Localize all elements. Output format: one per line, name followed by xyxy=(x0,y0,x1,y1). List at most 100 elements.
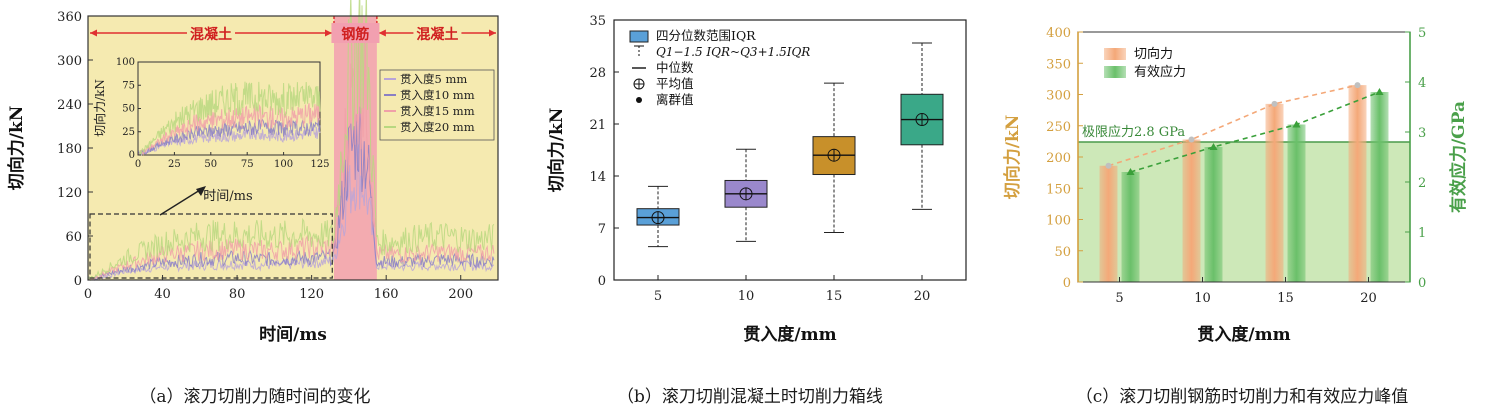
stress-point-3 xyxy=(1375,88,1384,95)
xtick-label-0: 5 xyxy=(654,289,662,304)
ytick-left-label-6: 300 xyxy=(1046,89,1071,104)
inset-ytick-label-1: 25 xyxy=(122,127,135,138)
legend-mean-label: 平均值 xyxy=(656,76,694,91)
ytick-label-0: 0 xyxy=(598,274,606,289)
stress-point-0 xyxy=(1126,168,1135,175)
plot-frame xyxy=(613,19,967,281)
ytick-label-0: 0 xyxy=(74,274,82,289)
region-label-2: 混凝土 xyxy=(416,26,458,43)
zoom-box xyxy=(89,213,333,279)
threshold-label: 极限应力2.8 GPa xyxy=(1082,124,1185,140)
ytick-right-label-3: 3 xyxy=(1418,126,1426,141)
legend-stress-label: 有效应力 xyxy=(1134,64,1186,80)
ytick-left-label-3: 150 xyxy=(1046,182,1071,197)
ytick-label-4: 28 xyxy=(589,66,606,81)
inset-ytick-label-4: 100 xyxy=(116,57,135,68)
stress-point-2 xyxy=(1292,120,1301,128)
ytick-label-1: 60 xyxy=(65,230,82,245)
inset-ytick-label-0: 0 xyxy=(129,150,135,161)
bar-stress-1 xyxy=(1204,147,1223,282)
series-line-3 xyxy=(87,0,495,282)
force-point-2 xyxy=(1271,100,1278,107)
series-line-2 xyxy=(87,26,495,281)
chart-b: 5 10 15 20 0 7 14 21 28 35 四分位数范围IQR Q1−1.5 IQR~Q3+… xyxy=(546,14,967,345)
inset-ylabel: 切向力/kN xyxy=(92,79,107,137)
inset-annotation: 时间/ms xyxy=(203,189,252,204)
ytick-left-label-8: 400 xyxy=(1046,26,1071,41)
xtick-label-5: 200 xyxy=(448,287,473,302)
force-point-1 xyxy=(1188,136,1195,143)
legend-label-0: 贯入度5 mm xyxy=(400,72,467,86)
force-point-0 xyxy=(1105,162,1112,169)
series-line-1 xyxy=(87,106,495,281)
inset-ytick-label-3: 75 xyxy=(122,80,135,91)
inset-xtick-label-1: 25 xyxy=(168,159,181,170)
y-axis-label-right: 有效应力/GPa xyxy=(1448,101,1469,213)
inset-xtick-label-5: 125 xyxy=(310,159,329,170)
legend-label-1: 贯入度10 mm xyxy=(400,88,475,102)
ytick-label-2: 14 xyxy=(589,170,606,185)
ytick-left-label-4: 200 xyxy=(1046,151,1071,166)
bar-stress-2 xyxy=(1287,124,1306,282)
xtick-label-4: 160 xyxy=(374,287,399,302)
ytick-right-label-5: 5 xyxy=(1418,26,1426,41)
ytick-label-3: 180 xyxy=(57,142,82,157)
inset-series-0 xyxy=(137,126,321,156)
legend-median-label: 中位数 xyxy=(656,60,694,75)
xtick-label-2: 15 xyxy=(826,289,843,304)
inset-xtick-label-2: 50 xyxy=(204,159,217,170)
region-label-0: 混凝土 xyxy=(190,26,232,43)
force-trend-line xyxy=(1108,84,1358,167)
region-label-bg-1 xyxy=(331,23,380,43)
x-axis-label: 时间/ms xyxy=(259,324,327,345)
ytick-left-label-1: 50 xyxy=(1054,245,1071,260)
ytick-left-label-7: 350 xyxy=(1046,57,1071,72)
legend-iqr-swatch xyxy=(629,30,649,43)
inset-series-3 xyxy=(138,81,321,157)
ytick-left-label-5: 250 xyxy=(1046,120,1071,135)
inset-pointer-head xyxy=(196,186,206,196)
caption-b: （b）滚刀切削混凝土时切削力箱线 xyxy=(617,387,883,407)
inset-ytick-label-2: 50 xyxy=(122,104,135,115)
legend-label-2: 贯入度15 mm xyxy=(400,104,475,118)
xtick-label-1: 10 xyxy=(1194,291,1211,306)
region-arrowhead-4 xyxy=(378,29,386,37)
ytick-left-label-0: 0 xyxy=(1063,276,1071,291)
y-axis-label-left: 切向力/kN xyxy=(1002,115,1023,200)
xtick-label-3: 20 xyxy=(914,289,931,304)
caption-a: （a）滚刀切削力随时间的变化 xyxy=(139,387,371,407)
bar-stress-3 xyxy=(1370,92,1389,282)
ytick-label-4: 240 xyxy=(57,98,82,113)
force-point-3 xyxy=(1354,82,1361,89)
xtick-label-0: 0 xyxy=(84,287,92,302)
xtick-label-1: 40 xyxy=(154,287,171,302)
ytick-left-label-2: 100 xyxy=(1046,214,1071,229)
bar-force-2 xyxy=(1265,103,1284,282)
panel-b: 5 10 15 20 0 7 14 21 28 35 四分位数范围IQR Q1−1.5 IQR~Q3+… xyxy=(510,0,990,412)
panel-a: 混凝土 钢筋 混凝土 0 25 50 75 100 125 0 25 50 75 100 切向力/kN 时间/… xyxy=(0,0,510,412)
inset-xtick-label-3: 75 xyxy=(241,159,254,170)
legend-outlier-swatch xyxy=(636,97,642,103)
ytick-label-2: 120 xyxy=(57,186,82,201)
xtick-label-0: 5 xyxy=(1115,291,1123,306)
xtick-label-3: 20 xyxy=(1360,291,1377,306)
x-axis-label: 贯入度/mm xyxy=(1197,324,1290,345)
xtick-label-3: 120 xyxy=(299,287,324,302)
region-label-bg-2 xyxy=(413,23,462,43)
legend-force-swatch xyxy=(1104,48,1126,60)
xtick-label-2: 80 xyxy=(229,287,246,302)
legend-stress-swatch xyxy=(1104,66,1126,78)
legend-force-label: 切向力 xyxy=(1134,46,1173,62)
ytick-label-5: 35 xyxy=(589,14,606,29)
legend-iqr-label: 四分位数范围IQR xyxy=(656,28,756,43)
ytick-right-label-1: 1 xyxy=(1418,226,1426,241)
region-arrowhead-1 xyxy=(325,29,332,37)
region-label-bg-0 xyxy=(187,23,235,43)
bar-stress-0 xyxy=(1121,172,1140,282)
xtick-label-2: 15 xyxy=(1277,291,1294,306)
inset-pointer-line xyxy=(159,189,201,216)
ytick-label-5: 300 xyxy=(57,54,82,69)
legend-label-3: 贯入度20 mm xyxy=(400,120,475,134)
stress-trend-line xyxy=(1130,91,1380,173)
